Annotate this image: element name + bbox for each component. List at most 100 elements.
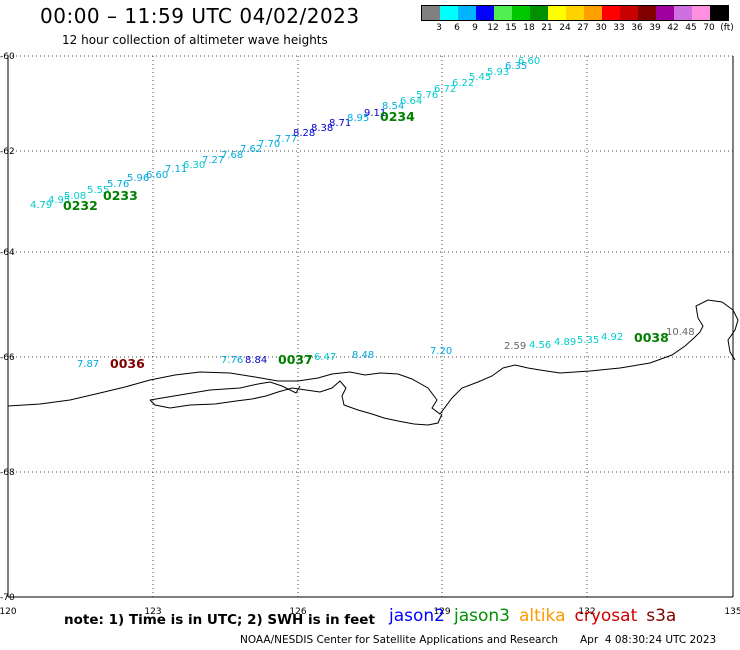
legend-label: 42 [667, 23, 679, 33]
y-tick-label: -66 [0, 353, 15, 363]
swh-value: 2.59 [504, 341, 526, 352]
swh-value: 8.28 [293, 128, 315, 139]
legend-swatch [440, 6, 458, 20]
swh-value: 7.87 [77, 359, 99, 370]
legend-label: 18 [523, 23, 535, 33]
swh-value: 5.96 [127, 173, 149, 184]
swh-value: 8.48 [352, 350, 374, 361]
swh-value: 7.68 [221, 150, 243, 161]
legend-label: 45 [685, 23, 697, 33]
swh-value: 4.92 [601, 332, 623, 343]
swh-value: 5.76 [107, 179, 129, 190]
legend-swatch [584, 6, 602, 20]
legend-swatch [656, 6, 674, 20]
swh-labels: 4.794.955.085.555.765.966.607.116.307.27… [30, 56, 695, 370]
map-grid [7, 55, 734, 598]
swh-value: 8.54 [382, 101, 404, 112]
satellite-jason3: jason3 [454, 606, 510, 626]
swh-value: 10.48 [666, 327, 695, 338]
legend-swatch [476, 6, 494, 20]
swh-value: 6.47 [314, 352, 336, 363]
swh-value: 6.35 [505, 61, 527, 72]
legend-label: 6 [454, 23, 460, 33]
legend-label: 15 [505, 23, 517, 33]
legend-swatch [710, 6, 728, 20]
x-tick-label: 135 [724, 607, 740, 617]
credit-date: Apr 4 08:30:24 UTC 2023 [580, 634, 717, 646]
swh-value: 5.76 [416, 90, 438, 101]
track-time-label: 0036 [110, 356, 145, 371]
swh-value: 7.20 [430, 346, 452, 357]
legend-label: (ft) [720, 23, 734, 33]
swh-value: 6.64 [400, 96, 422, 107]
color-legend: 3 6 9 12 15 18 21 24 27 30 33 36 39 42 45 70 (ft) [421, 5, 734, 37]
legend-label: 70 [703, 23, 715, 33]
swh-value: 5.93 [487, 67, 509, 78]
swh-value: 8.84 [245, 355, 267, 366]
swh-value: 7.76 [221, 355, 243, 366]
swh-value: 6.30 [183, 160, 205, 171]
y-tick-label: -64 [0, 248, 15, 258]
swh-value: 4.89 [554, 337, 576, 348]
legend-label: 12 [487, 23, 499, 33]
swh-value: 5.08 [64, 191, 86, 202]
legend-label: 30 [595, 23, 607, 33]
legend-swatch [494, 6, 512, 20]
x-tick-label: 132 [578, 607, 595, 617]
legend-swatch [530, 6, 548, 20]
track-time-label: 0233 [103, 188, 138, 203]
legend-label: 24 [559, 23, 571, 33]
legend-label: 3 [436, 23, 442, 33]
legend-label: 9 [472, 23, 478, 33]
track-time-labels: 0232 0233 0234 0036 0037 0038 [63, 109, 669, 371]
swh-value: 8.38 [311, 123, 333, 134]
satellite-cryosat: cryosat [574, 606, 638, 626]
swh-value: 6.72 [434, 84, 456, 95]
track-time-label: 0234 [380, 109, 415, 124]
satellite-altika: altika [519, 606, 566, 626]
swh-value: 8.71 [329, 118, 351, 129]
y-tick-label: -62 [0, 147, 15, 157]
legend-swatch [620, 6, 638, 20]
swh-value: 4.95 [48, 195, 70, 206]
track-time-label: 0232 [63, 198, 98, 213]
swh-value: 7.27 [202, 155, 224, 166]
track-time-label: 0037 [278, 352, 313, 367]
legend-swatch [674, 6, 692, 20]
swh-value: 7.70 [258, 139, 280, 150]
legend-labels: 3 6 9 12 15 18 21 24 27 30 33 36 39 42 45 70 (ft) [421, 23, 734, 37]
x-tick-label: 123 [144, 607, 161, 617]
satellite-legend: jason2 jason3 altika cryosat s3a [389, 606, 685, 626]
legend-label: 33 [613, 23, 625, 33]
legend-swatch [512, 6, 530, 20]
satellite-s3a: s3a [646, 606, 677, 626]
legend-swatch [602, 6, 620, 20]
page-subtitle: 12 hour collection of altimeter wave hei… [62, 33, 328, 47]
swh-value: 5.35 [577, 335, 599, 346]
swh-value: 4.56 [529, 340, 551, 351]
swh-value: 7.62 [240, 144, 262, 155]
swh-value: 5.45 [469, 72, 491, 83]
swh-value: 9.11 [364, 108, 386, 119]
y-tick-label: -68 [0, 468, 15, 478]
swh-value: 6.60 [518, 56, 540, 67]
legend-swatch [566, 6, 584, 20]
swh-value: 8.95 [347, 113, 369, 124]
swh-value: 7.77 [275, 134, 297, 145]
swh-value: 7.11 [165, 164, 187, 175]
track-time-label: 0038 [634, 330, 669, 345]
legend-label: 27 [577, 23, 589, 33]
swh-value: 6.60 [146, 170, 168, 181]
legend-swatch [692, 6, 710, 20]
legend-label: 21 [541, 23, 553, 33]
x-tick-label: 129 [433, 607, 450, 617]
legend-label: 36 [631, 23, 643, 33]
legend-swatch [548, 6, 566, 20]
x-tick-label: 126 [289, 607, 306, 617]
swh-value: 5.55 [87, 185, 109, 196]
satellite-jason2: jason2 [389, 606, 445, 626]
legend-swatch [458, 6, 476, 20]
legend-swatch [638, 6, 656, 20]
legend-swatch [422, 6, 440, 20]
